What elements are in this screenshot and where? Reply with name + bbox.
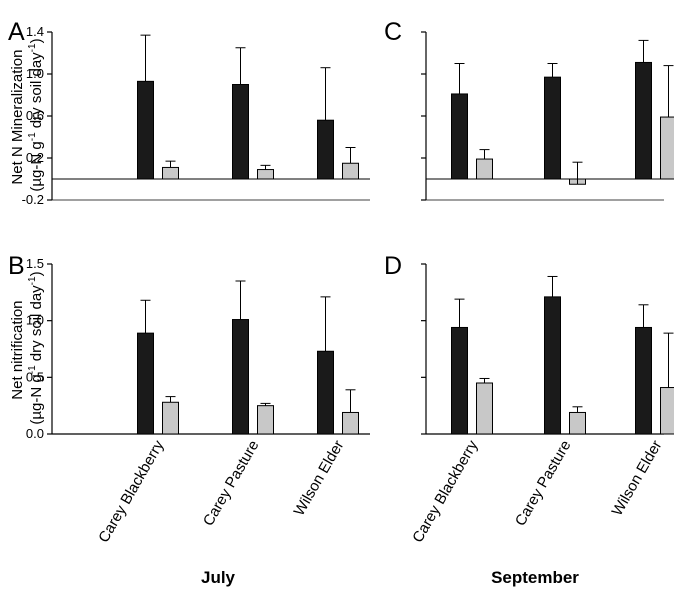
category-label-1: Carey Blackberry xyxy=(409,437,481,546)
panel-letter-d: D xyxy=(384,252,402,280)
bar-b-s1-c1 xyxy=(137,332,154,435)
y-tick-label-a: -0.2 xyxy=(22,192,44,207)
y-tick-label-b: 1.5 xyxy=(26,256,44,271)
month-label-july: July xyxy=(201,568,236,587)
category-label-3: Wilson Elder xyxy=(291,438,348,519)
panel-a: -0.2 0.2 0.6 1.0 1.4 xyxy=(22,24,370,207)
panel-b: 0.0 0.5 1.0 1.5 xyxy=(26,256,370,441)
panel-d xyxy=(421,263,674,435)
bar-d-s1-c2 xyxy=(544,296,561,435)
panel-letter-a: A xyxy=(8,18,25,46)
bar-d-s2-c3 xyxy=(660,387,674,435)
bar-a-s2-c2 xyxy=(257,169,274,180)
category-label-3: Wilson Elder xyxy=(609,438,666,519)
y-tick-label-a: 0.6 xyxy=(26,108,44,123)
y-tick-label-a: 0.2 xyxy=(26,150,44,165)
bar-d-s2-c2 xyxy=(569,411,586,435)
category-label-2: Carey Pasture xyxy=(512,438,575,530)
panel-c xyxy=(421,31,674,201)
bar-b-s2-c1 xyxy=(162,401,179,435)
bar-a-s1-c3 xyxy=(317,119,334,180)
y-axis-title-mineralization: Net N Mineralization (µg-N g-1 dry soil … xyxy=(9,38,45,191)
category-label-2: Carey Pasture xyxy=(200,438,263,530)
y-tick-label-a: 1.4 xyxy=(26,24,44,39)
month-label-september: September xyxy=(491,568,579,587)
y-tick-label-b: 1.0 xyxy=(26,313,44,328)
bar-a-s2-c3 xyxy=(342,162,359,180)
bar-c-s1-c3 xyxy=(635,61,652,180)
panel-letter-c: C xyxy=(384,18,402,46)
bar-b-s1-c3 xyxy=(317,350,334,435)
y-axis-title-nitrification: Net nitrification (µg-N g-1 dry soil day… xyxy=(9,271,45,424)
bar-a-s1-c1 xyxy=(137,80,154,180)
bar-c-s1-c1 xyxy=(451,93,468,180)
bar-c-s2-c3 xyxy=(660,116,674,180)
bar-a-s1-c2 xyxy=(232,84,249,180)
y-tick-label-a: 1.0 xyxy=(26,66,44,81)
bar-a-s2-c1 xyxy=(162,166,179,180)
bar-d-s1-c1 xyxy=(451,326,468,435)
bar-b-s2-c3 xyxy=(342,411,359,435)
panel-letter-b: B xyxy=(8,252,25,280)
y-tick-label-b: 0.5 xyxy=(26,369,44,384)
y-tick-label-b: 0.0 xyxy=(26,426,44,441)
category-label-1: Carey Blackberry xyxy=(95,437,167,546)
bar-c-s2-c1 xyxy=(476,158,493,180)
bar-b-s1-c2 xyxy=(232,319,249,435)
bar-d-s2-c1 xyxy=(476,382,493,435)
bar-c-s1-c2 xyxy=(544,76,561,180)
bar-b-s2-c2 xyxy=(257,405,274,435)
bar-d-s1-c3 xyxy=(635,326,652,435)
